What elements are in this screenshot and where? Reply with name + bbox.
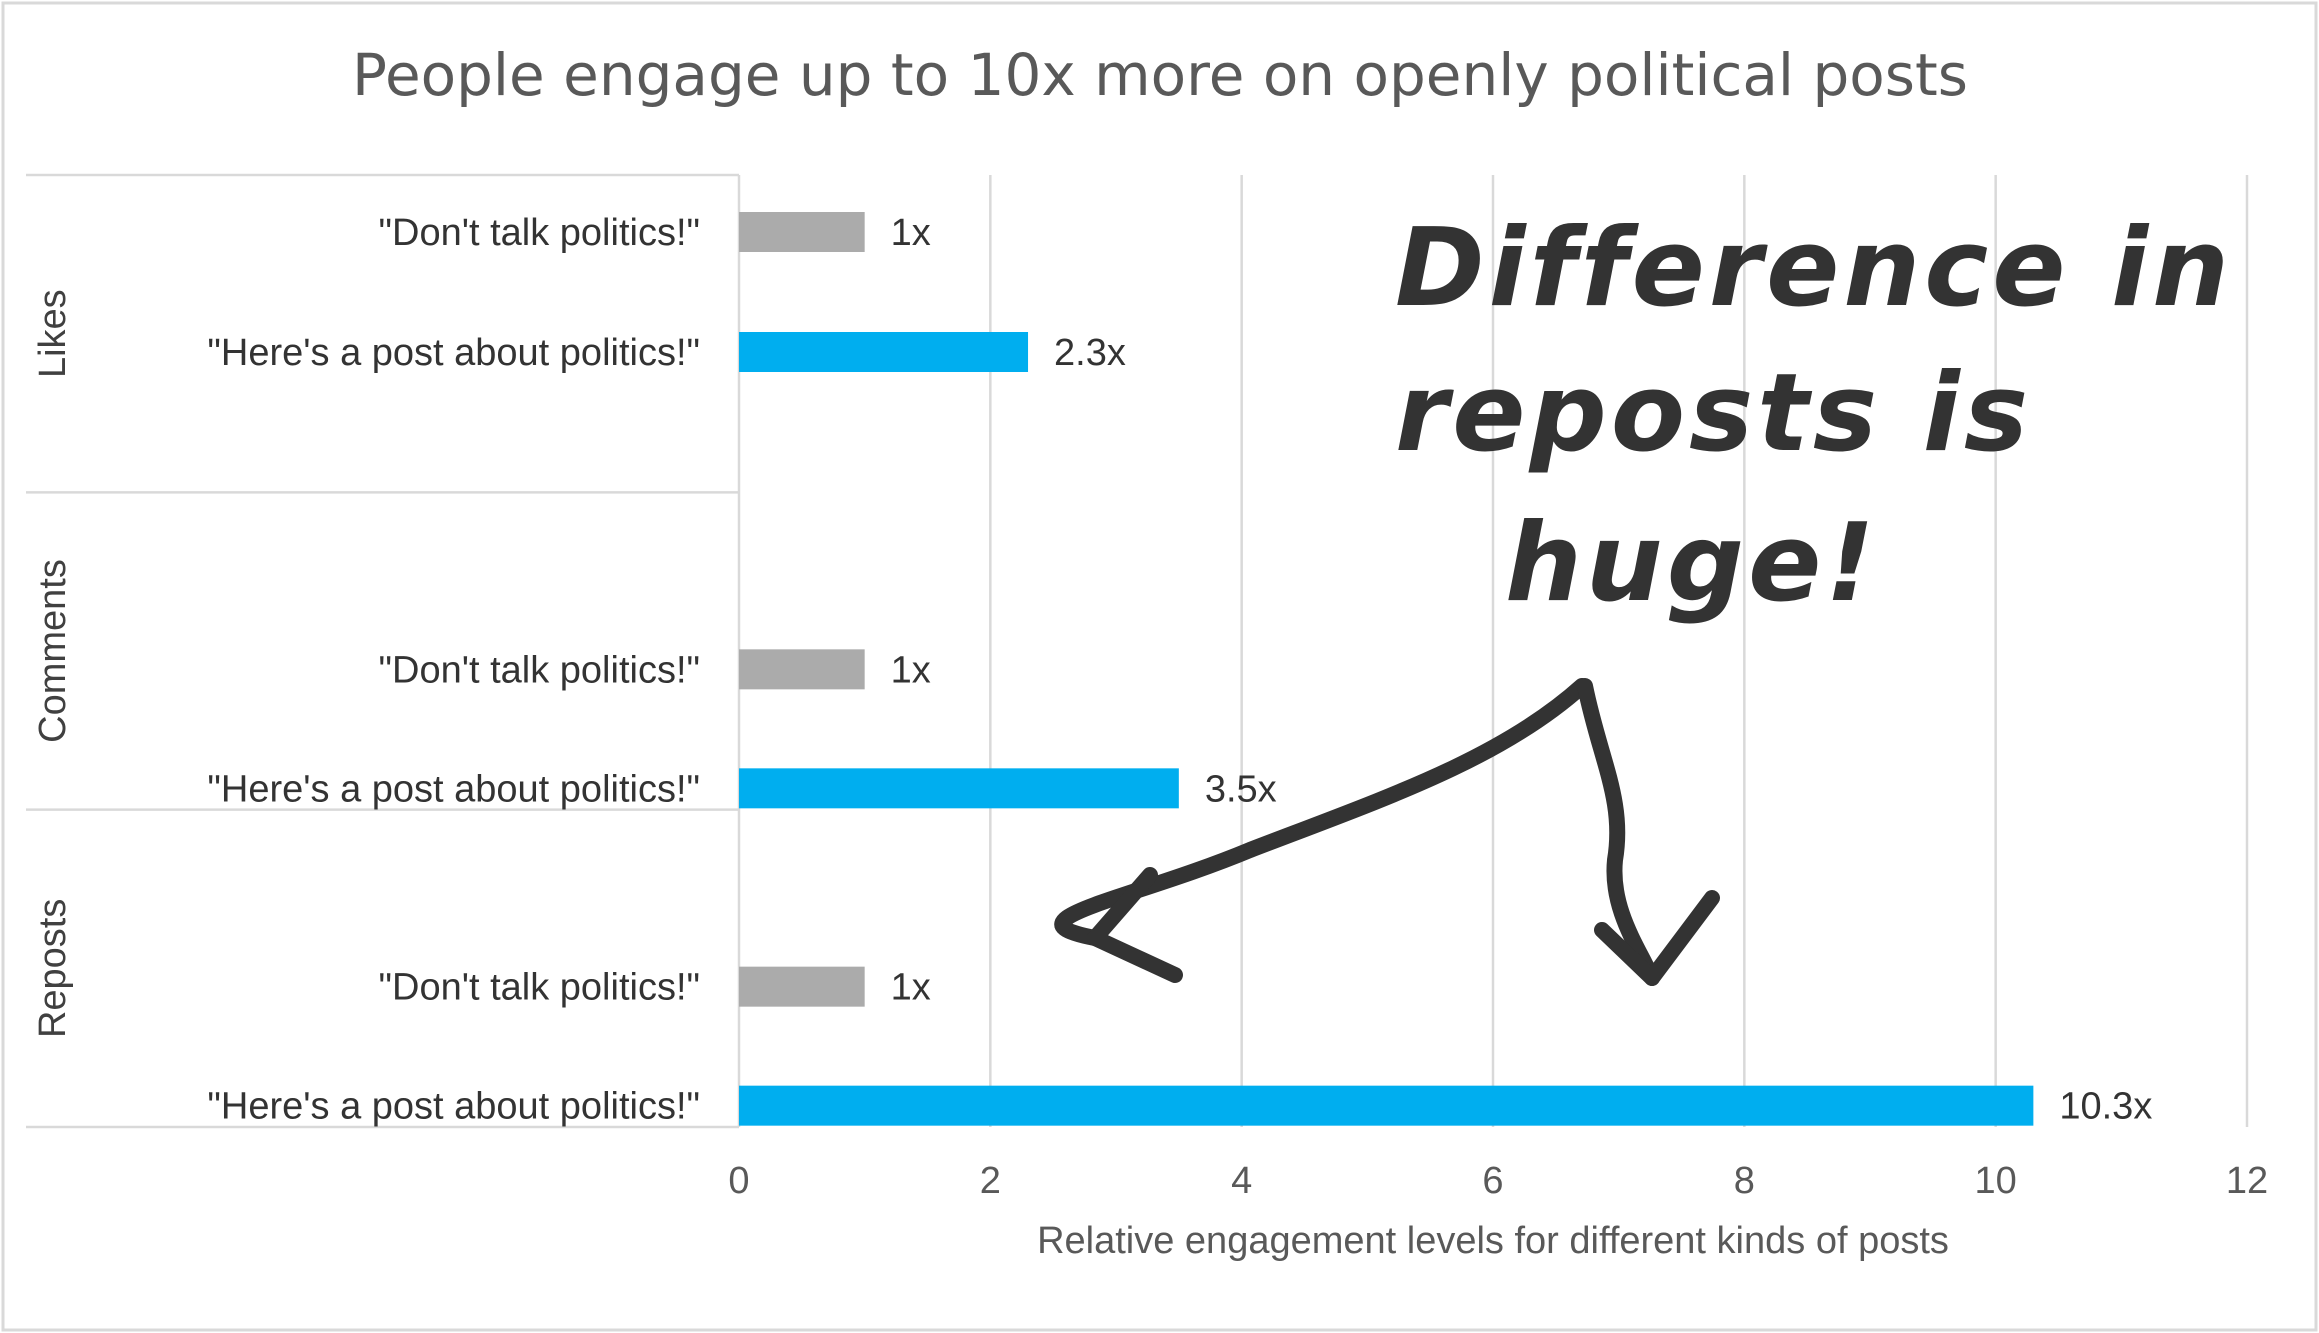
bar (739, 966, 865, 1007)
x-tick-label: 8 (1734, 1160, 1755, 1202)
group-label: Reposts (32, 899, 74, 1038)
data-label: 3.5x (1205, 768, 1277, 810)
group-label: Likes (32, 289, 74, 378)
data-label: 1x (891, 212, 931, 254)
x-tick-label: 0 (728, 1160, 749, 1202)
x-axis: 0 2 4 6 8 10 12 (728, 1160, 2268, 1202)
x-tick-label: 12 (2226, 1160, 2268, 1202)
category-label: "Don't talk politics!" (379, 649, 700, 691)
category-table: Likes "Don't talk politics!" "Here's a pos… (26, 173, 741, 1129)
x-tick-label: 10 (1975, 1160, 2017, 1202)
category-label: "Here's a post about politics!" (207, 1086, 700, 1128)
category-label: "Don't talk politics!" (379, 212, 700, 254)
arrow-to-reposts-gray (1054, 678, 1590, 946)
bar (739, 768, 1179, 809)
x-tick-label: 2 (980, 1160, 1001, 1202)
arrowhead-down (1594, 890, 1720, 986)
category-label: "Here's a post about politics!" (207, 768, 700, 810)
arrow-to-reposts-blue (1577, 678, 1660, 986)
chart-title: People engage up to 10x more on openly p… (352, 41, 1968, 109)
handwritten-annotation: Difference in reposts is huge! (1054, 206, 2233, 986)
category-label: "Don't talk politics!" (379, 967, 700, 1009)
bar (739, 649, 865, 690)
x-axis-label: Relative engagement levels for different… (1037, 1220, 1949, 1262)
category-label: "Here's a post about politics!" (207, 332, 700, 374)
data-label: 10.3x (2059, 1086, 2152, 1128)
bar (739, 332, 1029, 372)
x-tick-label: 4 (1231, 1160, 1252, 1202)
data-label: 1x (891, 649, 931, 691)
annotation-text: reposts is (1395, 351, 2032, 476)
bar (739, 1085, 2034, 1126)
annotation-text: huge! (1505, 501, 1879, 626)
x-tick-label: 6 (1482, 1160, 1503, 1202)
data-label: 1x (891, 967, 931, 1009)
bar-layer: 1x 2.3x 1x 3.5x 1x 10.3x (739, 212, 2152, 1128)
group-label: Comments (32, 559, 74, 743)
data-label: 2.3x (1054, 332, 1126, 374)
annotation-text: Difference in (1395, 206, 2233, 331)
bar (739, 212, 865, 252)
grid-layer (989, 175, 2249, 1127)
arrowhead-left (1087, 867, 1183, 983)
